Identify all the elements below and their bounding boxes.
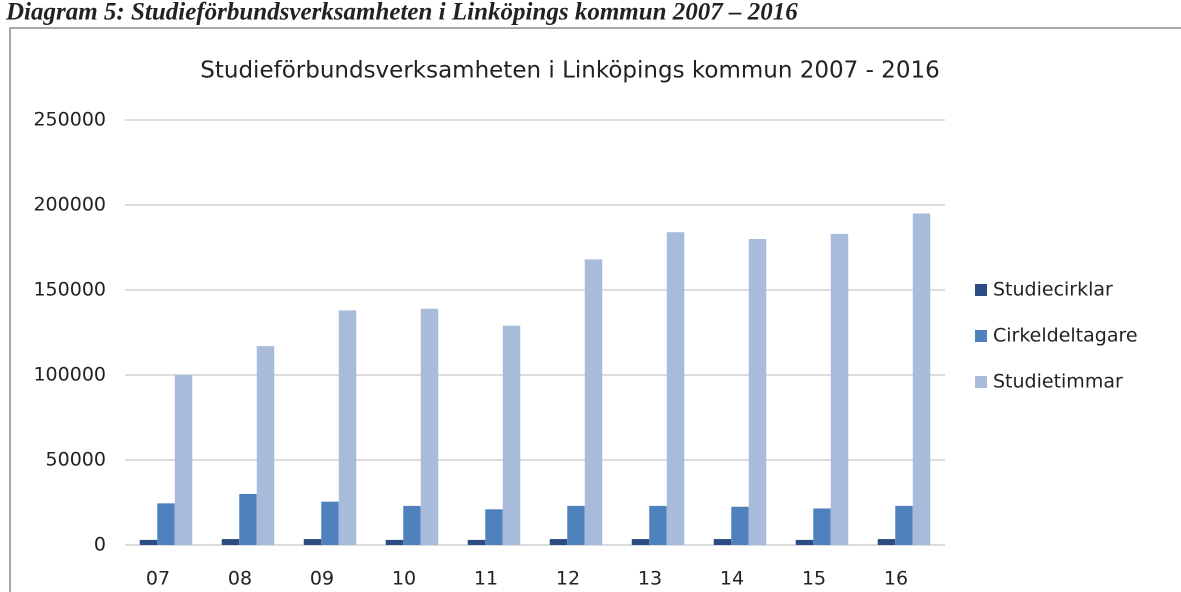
y-tick-label: 200000 [33,194,106,216]
bar [813,508,831,545]
bar [221,539,240,545]
x-tick-label: 13 [638,568,662,590]
bar [713,539,732,545]
legend-label: Studiecirklar [993,279,1113,301]
bar [485,509,503,545]
legend-swatch [975,376,987,388]
y-tick-label: 100000 [33,364,106,386]
bar [256,346,275,545]
bar [895,505,913,545]
bar [631,539,650,545]
bar [321,501,339,545]
x-tick-label: 08 [228,568,252,590]
bar [649,505,667,545]
bar [748,239,767,545]
bar [403,505,421,545]
bar [139,539,158,545]
caption: Diagram 5: Studieförbundsverksamheten i … [5,0,798,26]
bar [795,539,814,545]
bar [549,539,568,545]
bar [666,232,685,545]
bar [912,213,931,545]
bar [567,505,585,545]
x-tick-label: 11 [474,568,498,590]
x-tick-label: 16 [884,568,908,590]
bar [303,539,322,545]
bar [174,375,193,545]
x-tick-label: 09 [310,568,334,590]
legend-label: Cirkeldeltagare [993,325,1138,347]
x-tick-label: 07 [146,568,170,590]
x-tick-label: 12 [556,568,580,590]
bar [157,503,175,545]
bar [830,233,849,545]
chart-title: Studieförbundsverksamheten i Linköpings … [200,58,939,84]
bar [385,539,404,545]
bar [467,539,486,545]
bar [731,506,749,545]
x-tick-label: 15 [802,568,826,590]
y-tick-label: 0 [94,534,106,556]
legend-label: Studietimmar [993,371,1123,393]
bar [584,259,603,545]
x-tick-label: 10 [392,568,416,590]
bar [877,539,896,545]
legend-swatch [975,330,987,342]
bar [502,325,521,545]
x-tick-label: 14 [720,568,744,590]
legend-swatch [975,284,987,296]
bar [420,308,439,545]
y-tick-label: 250000 [33,109,106,131]
y-tick-label: 50000 [46,449,106,471]
bar [338,310,357,545]
y-tick-label: 150000 [33,279,106,301]
bar [239,494,257,545]
